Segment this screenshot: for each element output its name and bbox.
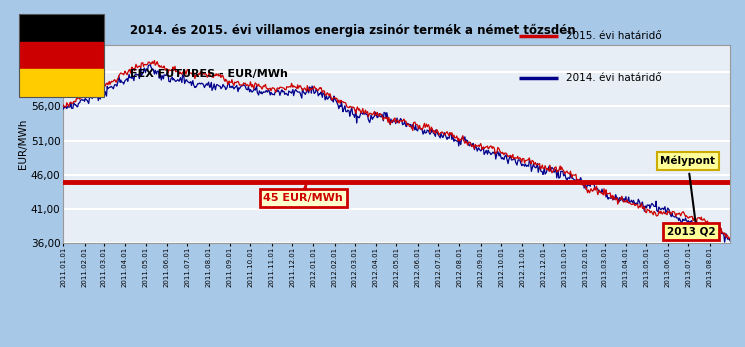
Bar: [19, 14, 104, 42]
Text: Mélypont: Mélypont: [660, 156, 715, 230]
Text: EEX FUTURES - EUR/MWh: EEX FUTURES - EUR/MWh: [130, 69, 288, 79]
Y-axis label: EUR/MWh: EUR/MWh: [18, 119, 28, 169]
Text: 2014. és 2015. évi villamos energia zsinór termék a német tőzsdén: 2014. és 2015. évi villamos energia zsin…: [130, 24, 576, 37]
Text: 2013 Q2: 2013 Q2: [667, 227, 716, 237]
Bar: [19, 42, 104, 69]
Text: 45 EUR/MWh: 45 EUR/MWh: [264, 185, 343, 203]
Bar: [19, 69, 104, 97]
Text: 2014. évi határidő: 2014. évi határidő: [566, 73, 662, 83]
Text: 2015. évi határidő: 2015. évi határidő: [566, 31, 662, 41]
